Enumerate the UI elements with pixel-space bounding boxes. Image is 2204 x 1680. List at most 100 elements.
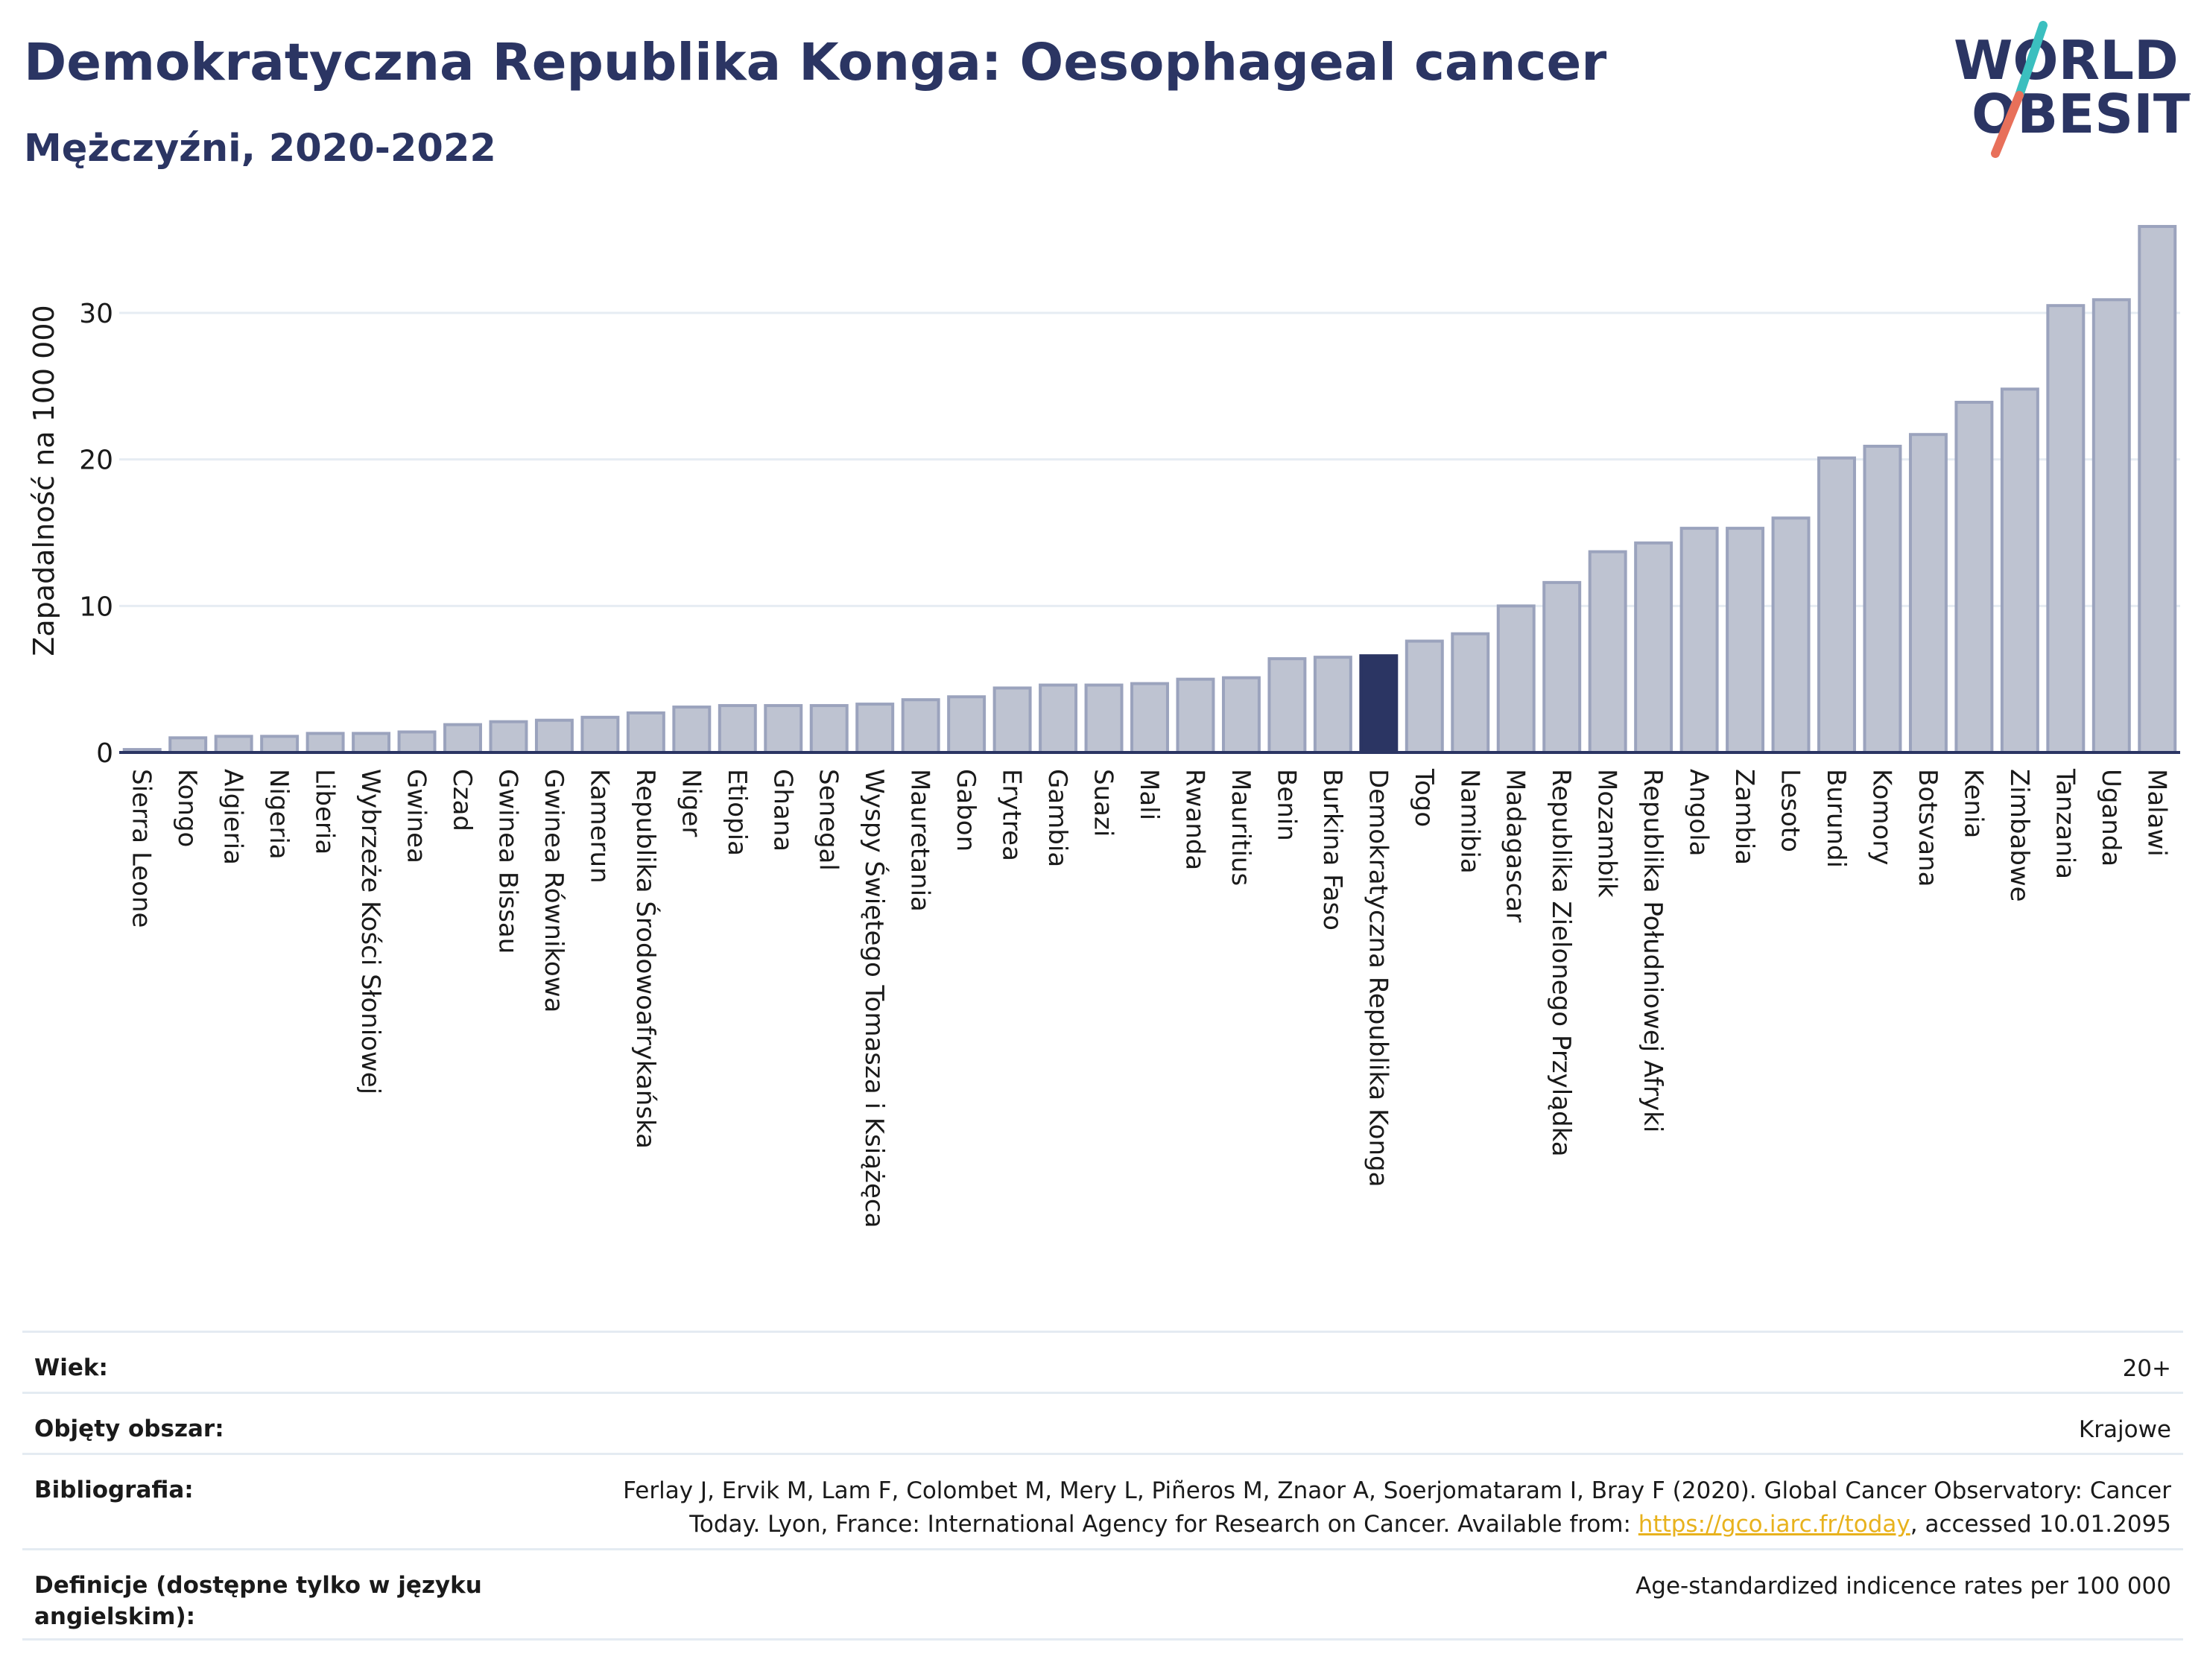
x-tick-label: Tanzania [2050, 768, 2080, 879]
bar [1039, 683, 1078, 754]
x-tick-label: Senegal [814, 769, 843, 871]
bar [718, 704, 757, 754]
bar [1771, 516, 1811, 754]
bar [305, 732, 345, 755]
bar [1221, 676, 1261, 755]
logo-slash-bottom [1991, 91, 2024, 158]
x-tick-label: Zimbabwe [2004, 769, 2034, 902]
x-tick-label: Czad [447, 769, 477, 831]
age-label: Wiek: [34, 1354, 108, 1381]
incidence-bar-chart: Sierra Leone Kongo Algieria Nigeria Liberia W… [28, 224, 2180, 1228]
x-tick-label: Etiopia [722, 769, 752, 856]
x-tick-label: Rwanda [1179, 769, 1209, 870]
x-tick-label: Republika Zielonego Przylądka [1546, 769, 1576, 1157]
meta-row-area: Objęty obszar: Krajowe [22, 1392, 2183, 1453]
x-tick-label: Mauritius [1226, 769, 1255, 886]
bibliography-text: Today. Lyon, France: International Agenc… [689, 1511, 1638, 1538]
bar [397, 730, 437, 755]
metadata-table: Wiek: 20+ Objęty obszar: Krajowe Bibliog… [22, 1331, 2183, 1641]
x-tick-label: Suazi [1089, 769, 1118, 837]
bar [809, 704, 849, 754]
bibliography-link[interactable]: https://gco.iarc.fr/today [1638, 1511, 1910, 1538]
x-tick-labels: Sierra Leone Kongo Algieria Nigeria Liberia W… [127, 768, 2172, 1228]
bibliography-accessed: , accessed 10.01.2095 [1910, 1511, 2171, 1538]
x-tick-label: Wybrzeże Kości Słoniowej [355, 769, 385, 1094]
x-tick-label: Uganda [2096, 769, 2126, 866]
logo-word-world: WORLD [1954, 29, 2179, 92]
x-tick-label: Togo [1409, 768, 1439, 827]
bar [580, 715, 620, 754]
area-value: Krajowe [2078, 1416, 2171, 1443]
meta-row-definitions: Definicje (dostępne tylko w języku angie… [22, 1548, 2183, 1641]
bar [1313, 656, 1352, 755]
y-tick-label: 30 [79, 299, 113, 329]
bibliography-value: Ferlay J, Ervik M, Lam F, Colombet M, Me… [623, 1474, 2171, 1541]
bar [1496, 604, 1536, 754]
x-tick-label: Nigeria [264, 769, 294, 860]
bar [2000, 387, 2039, 754]
x-tick-label: Angola [1684, 769, 1714, 856]
bibliography-label: Bibliografia: [34, 1477, 194, 1503]
definitions-label: Definicje (dostępne tylko w języku angie… [34, 1572, 482, 1630]
bar [260, 735, 300, 754]
x-tick-label: Republika Południowej Afryki [1638, 769, 1668, 1132]
bar [1954, 400, 1994, 754]
x-tick-label: Lesoto [1776, 769, 1805, 852]
x-tick-label: Mali [1134, 769, 1164, 820]
bar [764, 704, 803, 754]
x-tick-label: Wyspy Świętego Tomasza i Książęca [859, 769, 890, 1228]
y-tick-label: 20 [79, 446, 113, 476]
bar [1908, 433, 1948, 754]
y-tick-label: 0 [96, 738, 113, 769]
bar [992, 686, 1032, 755]
x-tick-label: Kongo [172, 769, 202, 847]
x-tick-label: Zambia [1729, 769, 1759, 865]
bar [626, 711, 665, 755]
y-tick-labels: 0 10 20 30 [79, 299, 113, 769]
area-label: Objęty obszar: [34, 1416, 224, 1442]
x-tick-label: Gwinea [402, 769, 431, 863]
bar [1267, 657, 1307, 755]
x-tick-label: Komory [1866, 769, 1896, 865]
bar [1726, 527, 1765, 754]
chart-title: Demokratyczna Republika Konga: Oesophage… [24, 33, 1607, 92]
meta-row-bibliography: Bibliografia: Ferlay J, Ervik M, Lam F, … [22, 1453, 2183, 1548]
x-tick-label: Benin [1271, 769, 1301, 841]
x-tick-label: Namibia [1454, 769, 1484, 874]
bar [1405, 639, 1444, 754]
x-tick-label: Malawi [2141, 769, 2171, 857]
x-tick-label: Burkina Faso [1317, 769, 1347, 931]
bar [1176, 677, 1215, 755]
bar [1634, 541, 1673, 754]
bibliography-line-2: Today. Lyon, France: International Agenc… [623, 1508, 2171, 1541]
y-axis-title: Zapadalność na 100 000 [28, 305, 60, 656]
bar [489, 720, 528, 755]
bar [352, 732, 391, 755]
bar [1130, 682, 1169, 754]
age-value: 20+ [2122, 1355, 2171, 1382]
definitions-value: Age-standardized indicence rates per 100… [1635, 1573, 2171, 1600]
x-tick-label: Mozambik [1592, 769, 1622, 898]
bars [122, 224, 2177, 755]
bar [1542, 580, 1582, 754]
chart-subtitle: Mężczyźni, 2020-2022 [24, 127, 496, 171]
x-tick-label: Sierra Leone [127, 769, 156, 928]
x-tick-label: Gwinea Bissau [493, 769, 522, 954]
meta-row-age: Wiek: 20+ [22, 1331, 2183, 1392]
bar [1863, 444, 1902, 754]
x-tick-label: Ghana [767, 769, 797, 852]
x-tick-label: Madagascar [1501, 769, 1530, 922]
x-tick-label: Mauretania [905, 769, 935, 912]
bibliography-line-1: Ferlay J, Ervik M, Lam F, Colombet M, Me… [623, 1477, 2171, 1504]
bar [1679, 527, 1719, 754]
bar [2091, 298, 2131, 755]
x-tick-label: Gambia [1042, 769, 1072, 867]
x-tick-label: Demokratyczna Republika Konga [1363, 769, 1393, 1187]
x-tick-label: Gabon [951, 769, 981, 852]
x-tick-label: Erytrea [997, 769, 1027, 861]
x-tick-label: Kenia [1958, 769, 1988, 838]
x-tick-label: Algieria [218, 769, 248, 865]
logo-slash-top [2015, 21, 2048, 100]
bar [168, 736, 208, 754]
bar [672, 706, 712, 754]
